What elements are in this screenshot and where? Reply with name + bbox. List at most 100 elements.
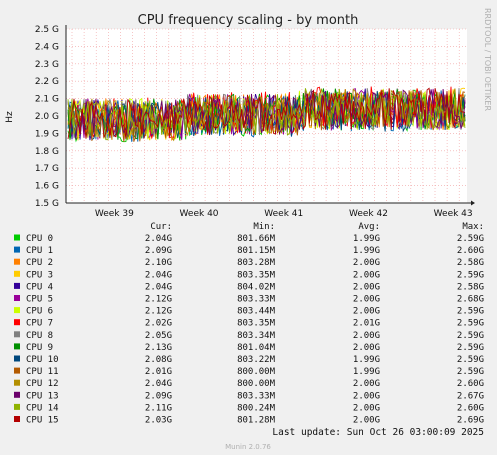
- legend-min-value: 800.24M: [237, 403, 276, 413]
- legend-min-value: 803.35M: [237, 319, 276, 329]
- legend-swatch: [14, 246, 20, 253]
- legend-avg-value: 2.00G: [353, 391, 380, 401]
- legend-series-name: CPU 12: [26, 379, 59, 389]
- y-tick-label: 2.3 G: [35, 60, 59, 70]
- legend-min-value: 803.44M: [237, 307, 276, 317]
- legend-swatch: [14, 391, 20, 398]
- legend-swatch: [14, 403, 20, 410]
- legend-max-value: 2.59G: [457, 270, 484, 280]
- legend-series-name: CPU 5: [26, 295, 53, 305]
- legend-series-name: CPU 10: [26, 355, 59, 365]
- legend-series-name: CPU 4: [26, 282, 53, 292]
- legend-column-header: Avg:: [358, 222, 380, 232]
- legend-header: Cur: Min: Avg: Max:: [150, 222, 484, 232]
- legend-column-header: Min:: [253, 222, 275, 232]
- legend-max-value: 2.59G: [457, 355, 484, 365]
- x-tick-label: Week 40: [180, 209, 219, 219]
- munin-version: Munin 2.0.76: [225, 443, 271, 451]
- legend: CPU 0 2.04G 801.66M 1.99G 2.59G CPU 1 2.09G 801…: [14, 234, 484, 426]
- y-tick-label: 1.9 G: [35, 129, 59, 139]
- legend-min-value: 803.22M: [237, 355, 276, 365]
- legend-series-name: CPU 11: [26, 367, 59, 377]
- legend-swatch: [14, 234, 20, 241]
- series-line-cpu-11: [67, 90, 466, 142]
- legend-avg-value: 1.99G: [353, 246, 380, 256]
- legend-max-value: 2.59G: [457, 331, 484, 341]
- legend-cur-value: 2.04G: [145, 234, 172, 244]
- legend-column-header: Cur:: [150, 222, 172, 232]
- legend-min-value: 800.00M: [237, 367, 276, 377]
- legend-swatch: [14, 343, 20, 350]
- y-tick-label: 2.1 G: [35, 95, 59, 105]
- legend-min-value: 803.34M: [237, 331, 276, 341]
- legend-max-value: 2.60G: [457, 379, 484, 389]
- series-line-cpu-14: [67, 88, 466, 141]
- legend-max-value: 2.59G: [457, 319, 484, 329]
- legend-min-value: 803.33M: [237, 295, 276, 305]
- legend-min-value: 801.04M: [237, 343, 276, 353]
- legend-avg-value: 1.99G: [353, 367, 380, 377]
- series-line-cpu-15: [67, 87, 466, 140]
- legend-avg-value: 2.00G: [353, 403, 380, 413]
- legend-min-value: 801.66M: [237, 234, 276, 244]
- legend-max-value: 2.68G: [457, 295, 484, 305]
- x-tick-label: Week 41: [264, 209, 303, 219]
- legend-swatch: [14, 307, 20, 314]
- legend-cur-value: 2.09G: [145, 246, 172, 256]
- series-lines: [67, 86, 466, 143]
- legend-avg-value: 2.00G: [353, 270, 380, 280]
- legend-max-value: 2.59G: [457, 234, 484, 244]
- legend-avg-value: 2.00G: [353, 379, 380, 389]
- x-axis-ticks: Week 39 Week 40 Week 41 Week 42 Week 43: [95, 209, 473, 219]
- legend-max-value: 2.69G: [457, 416, 484, 426]
- legend-cur-value: 2.02G: [145, 319, 172, 329]
- legend-avg-value: 2.01G: [353, 319, 380, 329]
- legend-cur-value: 2.04G: [145, 270, 172, 280]
- legend-avg-value: 1.99G: [353, 355, 380, 365]
- legend-swatch: [14, 367, 20, 374]
- y-tick-label: 2.4 G: [35, 42, 59, 52]
- legend-series-name: CPU 0: [26, 234, 53, 244]
- x-tick-label: Week 43: [434, 209, 473, 219]
- x-axis-arrow: [471, 200, 475, 206]
- y-tick-label: 1.6 G: [35, 182, 59, 192]
- rrdtool-credit: RRDTOOL / TOBI OETIKER: [483, 8, 492, 111]
- legend-avg-value: 2.00G: [353, 258, 380, 268]
- legend-series-name: CPU 9: [26, 343, 53, 353]
- legend-cur-value: 2.04G: [145, 379, 172, 389]
- legend-series-name: CPU 14: [26, 403, 59, 413]
- legend-cur-value: 2.05G: [145, 331, 172, 341]
- y-tick-label: 2.2 G: [35, 77, 59, 87]
- legend-max-value: 2.59G: [457, 367, 484, 377]
- y-tick-label: 1.8 G: [35, 147, 59, 157]
- legend-series-name: CPU 8: [26, 331, 53, 341]
- legend-avg-value: 2.00G: [353, 282, 380, 292]
- legend-max-value: 2.59G: [457, 343, 484, 353]
- legend-swatch: [14, 416, 20, 422]
- legend-cur-value: 2.12G: [145, 307, 172, 317]
- legend-max-value: 2.60G: [457, 403, 484, 413]
- legend-cur-value: 2.01G: [145, 367, 172, 377]
- legend-max-value: 2.60G: [457, 246, 484, 256]
- legend-series-name: CPU 13: [26, 391, 59, 401]
- legend-max-value: 2.58G: [457, 282, 484, 292]
- y-axis-ticks: 2.5 G 2.4 G 2.3 G 2.2 G 2.1 G 2.0 G 1.9 G 1.8 G…: [35, 25, 59, 209]
- legend-swatch: [14, 379, 20, 386]
- legend-swatch: [14, 270, 20, 277]
- legend-cur-value: 2.12G: [145, 295, 172, 305]
- legend-avg-value: 2.00G: [353, 343, 380, 353]
- legend-series-name: CPU 3: [26, 270, 53, 280]
- legend-swatch: [14, 282, 20, 289]
- legend-cur-value: 2.09G: [145, 391, 172, 401]
- x-tick-label: Week 39: [95, 209, 134, 219]
- legend-avg-value: 2.00G: [353, 295, 380, 305]
- series-line-cpu-12: [67, 88, 466, 142]
- legend-series-name: CPU 7: [26, 319, 53, 329]
- legend-cur-value: 2.08G: [145, 355, 172, 365]
- legend-cur-value: 2.11G: [145, 403, 172, 413]
- legend-cur-value: 2.13G: [145, 343, 172, 353]
- legend-swatch: [14, 258, 20, 265]
- legend-avg-value: 2.00G: [353, 331, 380, 341]
- legend-min-value: 801.28M: [237, 416, 276, 426]
